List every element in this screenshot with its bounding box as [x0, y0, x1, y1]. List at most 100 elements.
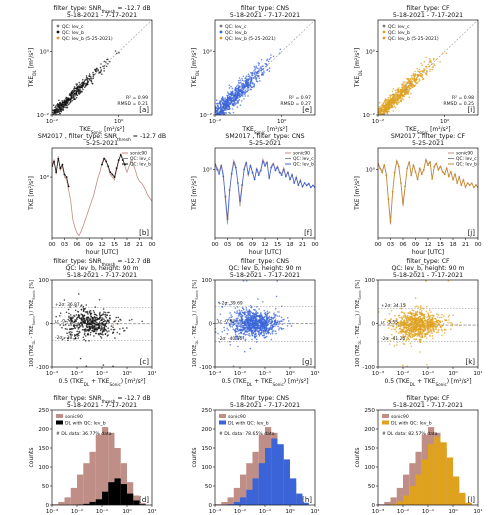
scatter-point — [264, 326, 266, 329]
series-line — [378, 159, 478, 222]
scatter-point — [406, 316, 408, 318]
scatter-point — [118, 333, 121, 335]
scatter-point — [410, 323, 412, 325]
scatter-point — [242, 280, 245, 282]
scatter-point — [414, 311, 417, 313]
chart-title-part: = -12.7 dB — [115, 5, 150, 12]
scatter-point — [98, 312, 101, 315]
scatter-point — [414, 306, 417, 308]
scatter-point — [387, 100, 390, 103]
histogram-bar — [403, 495, 410, 505]
histogram-bar — [277, 444, 284, 505]
x-tick-label: 10⁻¹ — [259, 508, 271, 515]
scatter-point — [246, 314, 248, 316]
scatter-point — [238, 99, 241, 101]
stat-label: RMSD = 0.25 — [443, 101, 474, 107]
stat-label: RMSD = 0.27 — [280, 101, 311, 107]
scatter-point — [438, 328, 440, 331]
scatter-point — [402, 336, 404, 339]
scatter-point — [245, 91, 247, 94]
scatter-point — [426, 363, 428, 366]
scatter-point — [411, 336, 414, 338]
scatter-point — [92, 322, 95, 325]
scatter-point — [90, 312, 93, 315]
scatter-point — [442, 52, 444, 55]
y-axis-label-part: ) / TKE — [29, 300, 35, 316]
scatter-point — [412, 84, 414, 86]
x-tick-label: 10⁻³ — [372, 508, 384, 515]
scatter-point — [71, 91, 73, 94]
scatter-point — [63, 100, 66, 102]
scatter-point — [71, 89, 74, 92]
y-axis-label-part: Sonic — [358, 316, 362, 326]
scatter-point — [394, 328, 397, 331]
scatter-point — [85, 78, 87, 81]
scatter-point — [401, 90, 404, 93]
scatter-point — [239, 79, 242, 81]
scatter-point — [89, 319, 92, 321]
scatter-point — [231, 91, 234, 93]
scatter-point — [402, 331, 404, 333]
chart-title: filter_type: SNRthresh = -12.7 dB — [53, 395, 150, 405]
chart-subtitle-2: 5-18-2021 - 7-17-2021 — [393, 272, 463, 279]
scatter-point — [282, 327, 285, 330]
scatter-point — [65, 99, 68, 102]
scatter-point — [69, 330, 71, 333]
scatter-point — [69, 319, 71, 322]
scatter-point — [436, 313, 438, 315]
scatter-point — [99, 332, 102, 335]
legend-label: QC: lev_c — [388, 24, 410, 30]
scatter-point — [95, 68, 97, 71]
scatter-point — [395, 99, 397, 102]
legend-label: QC: lev_b — [62, 30, 84, 36]
scatter-point — [100, 324, 102, 326]
scatter-point — [425, 327, 427, 330]
scatter-point — [232, 99, 235, 101]
scatter-point — [391, 90, 394, 93]
histogram-bar — [127, 493, 134, 505]
scatter-point — [257, 64, 260, 66]
scatter-point — [101, 314, 104, 316]
scatter-point — [245, 319, 247, 321]
scatter-point — [400, 83, 403, 86]
scatter-point — [421, 76, 424, 79]
scatter-point — [117, 316, 119, 319]
scatter-point — [239, 315, 242, 318]
scatter-point — [410, 318, 412, 320]
scatter-point — [236, 310, 238, 312]
histogram-bar — [396, 501, 403, 505]
scatter-point — [432, 325, 435, 327]
scatter-point — [418, 71, 421, 73]
scatter-point — [82, 88, 84, 91]
scatter-point — [253, 316, 256, 319]
scatter-point — [391, 104, 393, 106]
scatter-point — [383, 113, 386, 115]
scatter-point — [260, 325, 263, 327]
scatter-point — [412, 77, 414, 80]
scatter-point — [221, 103, 224, 105]
chart-title-part: filter_type: SNR — [53, 395, 102, 402]
scatter-point — [395, 323, 397, 325]
scatter-point — [84, 329, 86, 331]
y-tick-label: 10⁰ — [366, 166, 376, 173]
chart-title-part: = -12.7 dB — [131, 133, 166, 140]
histogram-bar — [227, 504, 234, 505]
scatter-point — [251, 323, 253, 326]
scatter-point — [255, 335, 258, 337]
scatter-point — [403, 90, 406, 93]
legend-marker — [382, 24, 386, 28]
histogram-bar — [440, 442, 447, 505]
plot-area — [52, 427, 146, 505]
scatter-point — [256, 67, 259, 69]
scatter-point — [263, 71, 265, 74]
scatter-point — [98, 327, 101, 329]
scatter-point — [86, 326, 89, 329]
plot-area — [378, 427, 472, 505]
x-tick-label: 10⁻¹ — [422, 508, 434, 515]
x-axis-label-part: hour [UTC] — [412, 249, 444, 256]
scatter-point — [266, 322, 268, 324]
scatter-point — [427, 330, 430, 333]
scatter-point — [411, 314, 413, 316]
scatter-point — [407, 327, 410, 329]
scatter-point — [249, 320, 252, 323]
